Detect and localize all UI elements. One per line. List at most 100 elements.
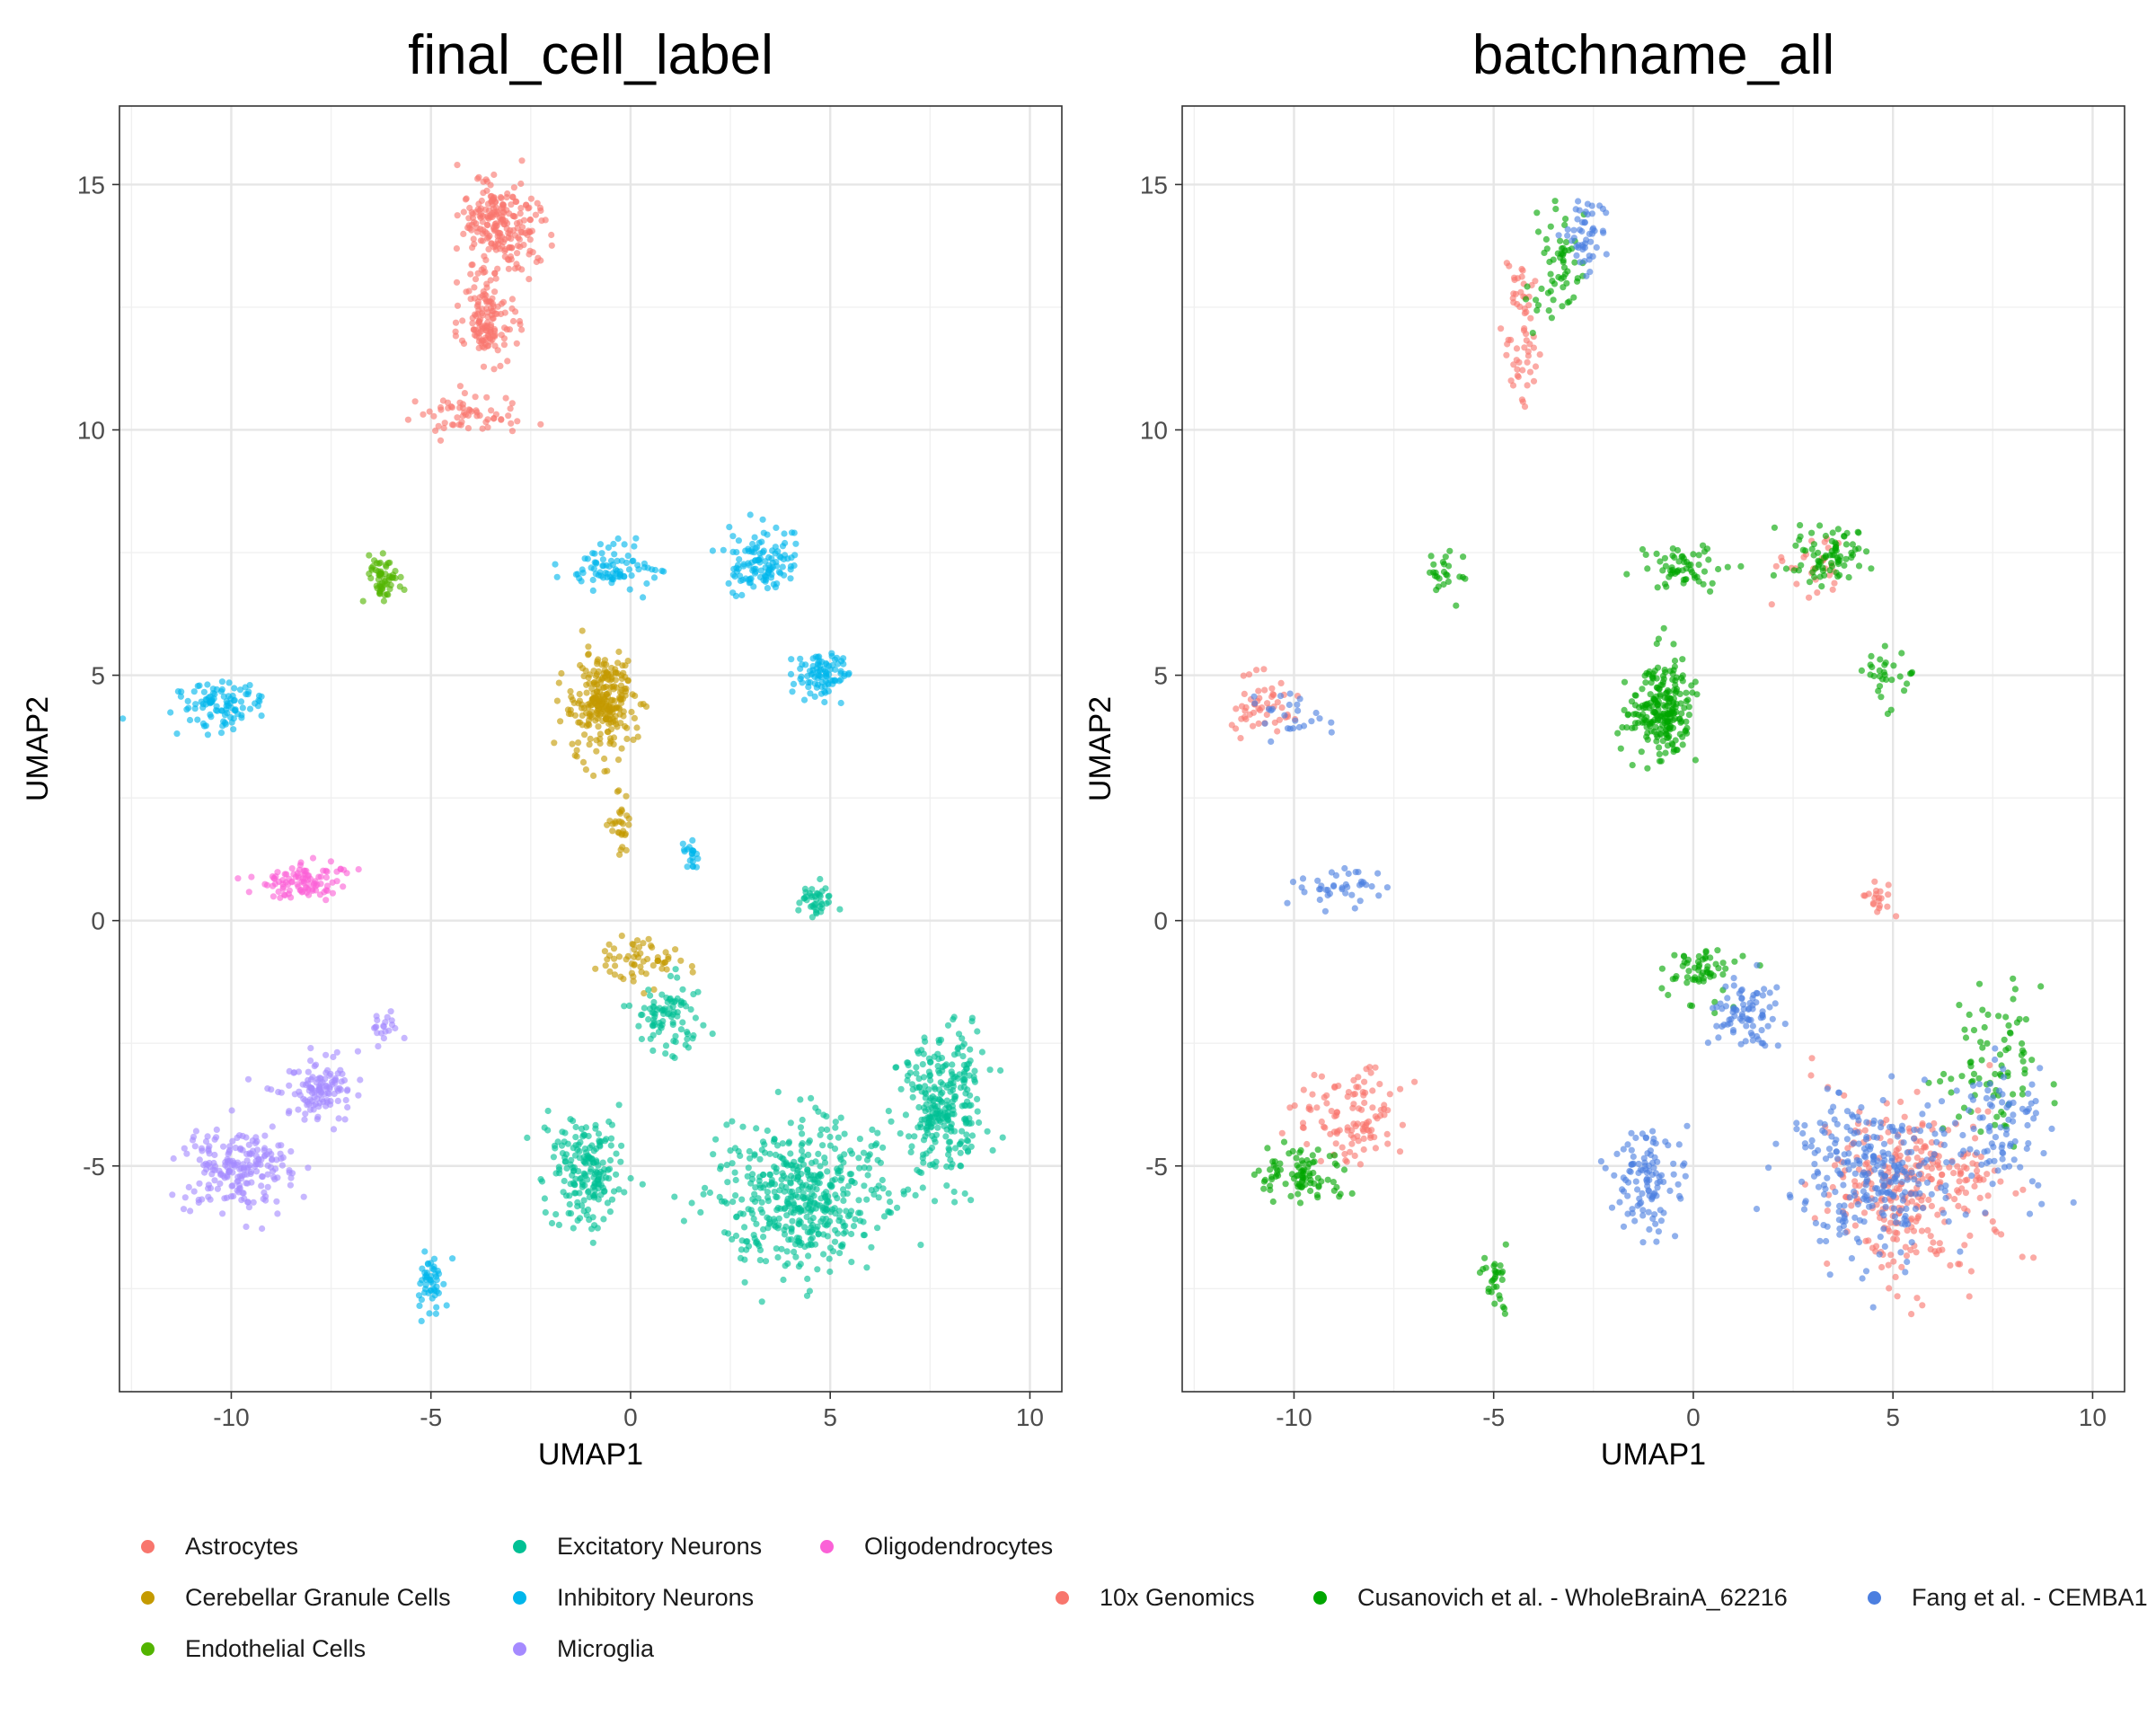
series-cerebellar-granule-cells — [551, 627, 696, 997]
data-point — [604, 956, 611, 963]
data-point — [517, 205, 525, 212]
data-point — [450, 421, 457, 429]
data-point — [437, 406, 445, 413]
data-point — [480, 269, 487, 276]
data-point — [494, 303, 501, 310]
data-point — [805, 1151, 812, 1158]
data-point — [513, 340, 520, 347]
data-point — [603, 683, 610, 691]
data-point — [376, 560, 383, 567]
data-point — [865, 1164, 873, 1172]
data-point — [677, 957, 685, 964]
data-point — [799, 1140, 806, 1147]
data-point — [647, 942, 655, 950]
data-point — [637, 950, 644, 957]
data-point — [644, 955, 651, 963]
data-point — [576, 690, 583, 698]
data-point — [840, 1197, 847, 1204]
data-point — [475, 338, 483, 345]
data-point — [477, 328, 485, 335]
data-point — [879, 1176, 886, 1184]
data-point — [367, 575, 375, 582]
data-point — [583, 689, 590, 696]
data-point — [469, 320, 476, 327]
data-point — [801, 1224, 808, 1231]
data-point — [596, 685, 603, 692]
data-point — [623, 956, 630, 963]
data-point — [454, 212, 461, 219]
data-point — [615, 648, 623, 656]
data-point — [510, 184, 518, 191]
data-point — [755, 1177, 763, 1184]
data-point — [612, 712, 619, 720]
data-point — [606, 968, 614, 975]
data-point — [789, 1217, 796, 1225]
data-point — [826, 1268, 834, 1276]
data-point — [759, 1209, 766, 1216]
data-point — [585, 643, 592, 650]
legend-label-fang: Fang et al. - CEMBA1 — [1912, 1584, 2148, 1611]
data-point — [453, 279, 461, 286]
data-point — [874, 1225, 881, 1232]
data-point — [505, 265, 513, 272]
data-point — [863, 1196, 870, 1203]
data-point — [584, 701, 591, 708]
data-point — [512, 232, 519, 239]
data-point — [631, 714, 639, 722]
data-point — [503, 326, 510, 333]
data-point — [526, 251, 533, 258]
data-point — [508, 256, 515, 263]
data-point — [555, 679, 562, 686]
data-point — [472, 394, 479, 401]
data-point — [581, 731, 588, 739]
data-point — [565, 710, 573, 718]
data-point — [614, 723, 621, 730]
data-point — [844, 1182, 853, 1190]
data-point — [491, 288, 499, 296]
data-point — [474, 298, 482, 305]
data-point — [502, 246, 509, 253]
data-point — [532, 211, 540, 218]
data-point — [430, 412, 437, 420]
data-point — [861, 1182, 868, 1190]
data-point — [492, 222, 499, 229]
data-point — [614, 828, 622, 836]
data-point — [499, 201, 507, 208]
series-endothelial-cells — [359, 550, 408, 605]
data-point — [569, 696, 577, 703]
data-point — [612, 668, 619, 677]
data-point — [491, 310, 499, 317]
data-point — [551, 739, 558, 747]
data-point — [518, 266, 526, 273]
data-point — [526, 216, 534, 224]
data-point — [783, 1212, 791, 1219]
data-point — [595, 693, 602, 701]
data-point — [420, 411, 427, 418]
data-point — [630, 736, 637, 744]
data-point — [376, 590, 384, 597]
data-point — [366, 552, 373, 559]
data-point — [604, 821, 611, 828]
data-point — [608, 664, 615, 672]
data-point — [745, 1164, 752, 1172]
data-point — [587, 735, 594, 743]
legend-key-10x-genomics — [1056, 1591, 1069, 1605]
data-point — [484, 424, 491, 431]
data-point — [517, 180, 525, 188]
data-point — [633, 937, 641, 944]
data-point — [595, 668, 603, 676]
data-point — [518, 326, 526, 333]
data-point — [840, 1186, 847, 1193]
data-point — [489, 196, 496, 203]
data-point — [553, 697, 561, 704]
data-point — [487, 213, 494, 221]
data-point — [593, 748, 600, 755]
data-point — [498, 332, 505, 339]
data-point — [498, 195, 505, 202]
data-point — [781, 1231, 789, 1238]
data-point — [504, 220, 511, 227]
data-point — [471, 284, 478, 291]
data-point — [630, 978, 637, 985]
data-point — [612, 819, 619, 827]
series-excitatory-neurons — [524, 875, 1006, 1305]
